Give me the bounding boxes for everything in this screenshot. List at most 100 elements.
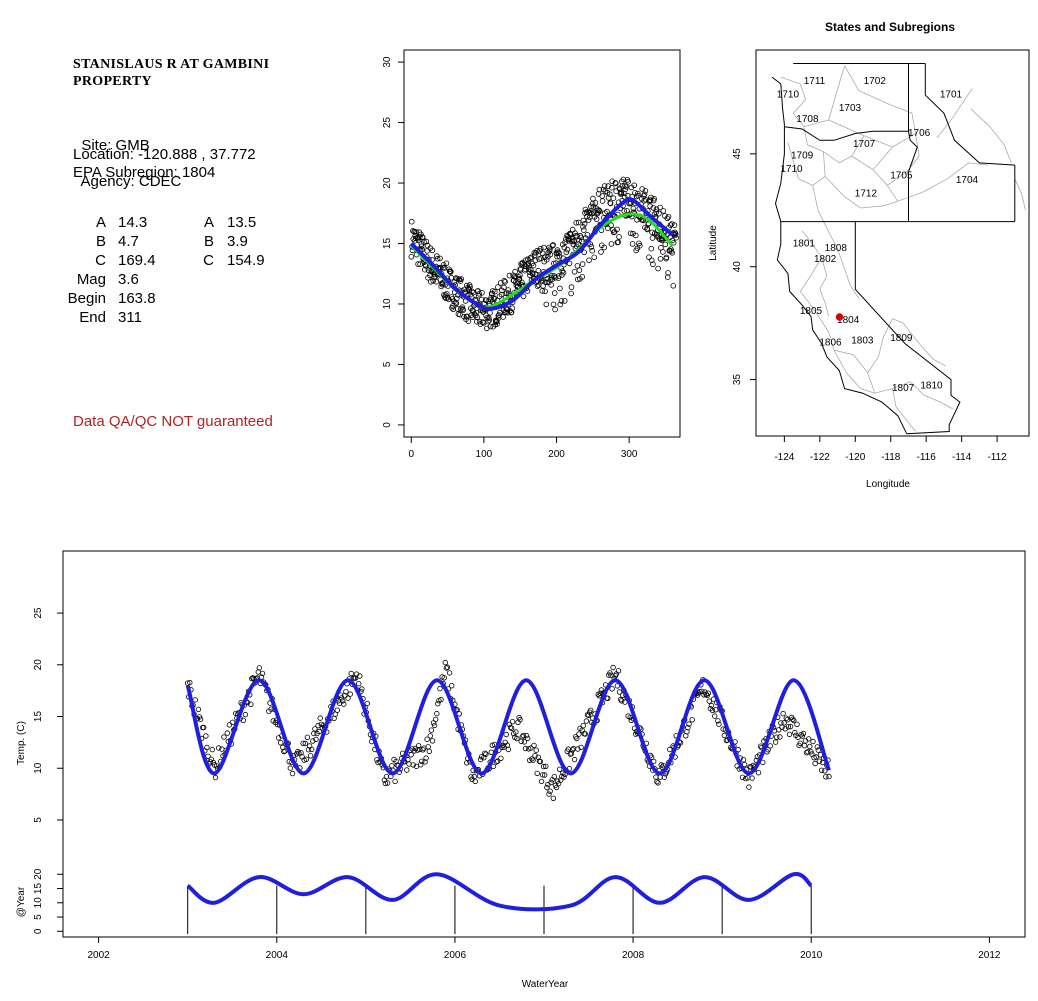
ts-point <box>242 711 249 718</box>
annual-point <box>506 272 513 279</box>
annual-point <box>443 260 450 267</box>
annual-point <box>485 318 491 325</box>
ts-point <box>822 768 828 774</box>
annual-point <box>581 249 588 256</box>
annual-point <box>429 247 436 254</box>
annual-point <box>548 282 554 288</box>
annual-point <box>564 246 571 253</box>
ts-point <box>685 724 691 731</box>
annual-point <box>424 248 430 254</box>
map-region-label: 1809 <box>890 333 913 344</box>
annual-point <box>631 182 638 189</box>
ts-point <box>780 710 786 717</box>
ts-point <box>338 695 345 701</box>
map-title: States and Subregions <box>825 20 955 34</box>
ts-point <box>548 779 554 786</box>
ts-point <box>495 758 501 764</box>
map-subregion-boundary <box>823 135 865 164</box>
ts-point <box>528 745 534 751</box>
ts-point <box>543 763 549 769</box>
annual-point <box>609 184 615 191</box>
annual-point <box>647 197 654 203</box>
strip-y-tick-label: 10 <box>33 897 44 909</box>
annual-point <box>547 246 553 253</box>
ts-point <box>389 762 395 769</box>
map-subregion-boundary <box>799 230 823 304</box>
annual-y-tick-label: 30 <box>382 56 393 68</box>
annual-y-tick-label: 15 <box>382 238 393 250</box>
annual-point <box>630 205 637 212</box>
annual-point <box>590 195 596 202</box>
annual-point <box>543 256 550 263</box>
ts-point <box>813 754 819 760</box>
ts-point <box>521 739 528 745</box>
ts-point <box>382 780 389 787</box>
annual-point <box>522 266 528 273</box>
map-xlabel: Longitude <box>866 479 910 490</box>
ts-point <box>814 744 820 750</box>
annual-point <box>670 283 677 289</box>
ts-point <box>569 747 576 753</box>
ts-point <box>749 775 755 781</box>
ts-point <box>509 718 516 725</box>
ts-point <box>583 718 590 724</box>
annual-point <box>579 274 586 280</box>
map-region-label: 1801 <box>793 238 816 249</box>
ts-point <box>343 688 349 695</box>
annual-point <box>650 261 656 268</box>
map-region-label: 1706 <box>908 128 931 139</box>
time-series-xlabel: WaterYear <box>522 979 569 990</box>
ts-point <box>341 701 347 707</box>
ts-point <box>588 707 594 713</box>
annual-point <box>423 263 429 269</box>
ts-point <box>812 760 818 767</box>
map-x-tick-label: -118 <box>881 452 901 463</box>
stat-value: 13.5 <box>227 214 257 231</box>
ts-point <box>716 721 722 727</box>
annual-point <box>668 221 675 227</box>
ts-point <box>576 731 582 737</box>
ts-point <box>713 707 719 713</box>
ts-point <box>617 696 624 703</box>
annual-point <box>664 215 671 222</box>
map-subregion-boundaries <box>780 65 1026 432</box>
annual-point <box>465 318 472 324</box>
ts-y-tick-label: 25 <box>33 607 44 619</box>
annual-point <box>589 247 596 254</box>
stat-value: 3.6 <box>118 271 139 288</box>
annual-point <box>425 267 432 273</box>
ts-point <box>554 778 561 784</box>
ts-point <box>482 750 488 756</box>
ts-point <box>721 732 727 739</box>
ts-point <box>514 735 520 742</box>
annual-point <box>588 203 594 210</box>
map-subregion-boundary <box>812 185 828 229</box>
ts-point <box>712 713 718 719</box>
annual-point <box>415 237 422 244</box>
annual-point <box>474 314 480 321</box>
annual-point <box>505 287 512 293</box>
ts-point <box>800 730 807 737</box>
ts-point <box>435 700 441 707</box>
ts-point <box>434 710 440 717</box>
annual-point <box>615 239 622 245</box>
ts-point <box>348 670 354 677</box>
annual-point <box>458 276 464 282</box>
annual-point <box>501 277 508 284</box>
ts-point <box>446 670 453 676</box>
site-agency-row: Site: GMB Agency: CDEC <box>73 119 182 191</box>
map-x-tick-label: -112 <box>987 452 1007 463</box>
location-label: Location: -120.888 , 37.772 <box>73 146 256 163</box>
map-y-tick-label: 35 <box>732 374 743 386</box>
ts-point <box>300 740 306 746</box>
ts-point <box>575 746 581 752</box>
ts-point <box>307 753 314 759</box>
annual-point <box>467 284 473 290</box>
annual-point <box>563 249 570 256</box>
annual-point <box>581 227 587 233</box>
annual-point <box>601 183 608 189</box>
map-region-label: 1802 <box>814 254 837 265</box>
annual-point <box>632 190 638 196</box>
map-x-tick-label: -120 <box>845 452 865 463</box>
annual-point <box>595 209 602 216</box>
